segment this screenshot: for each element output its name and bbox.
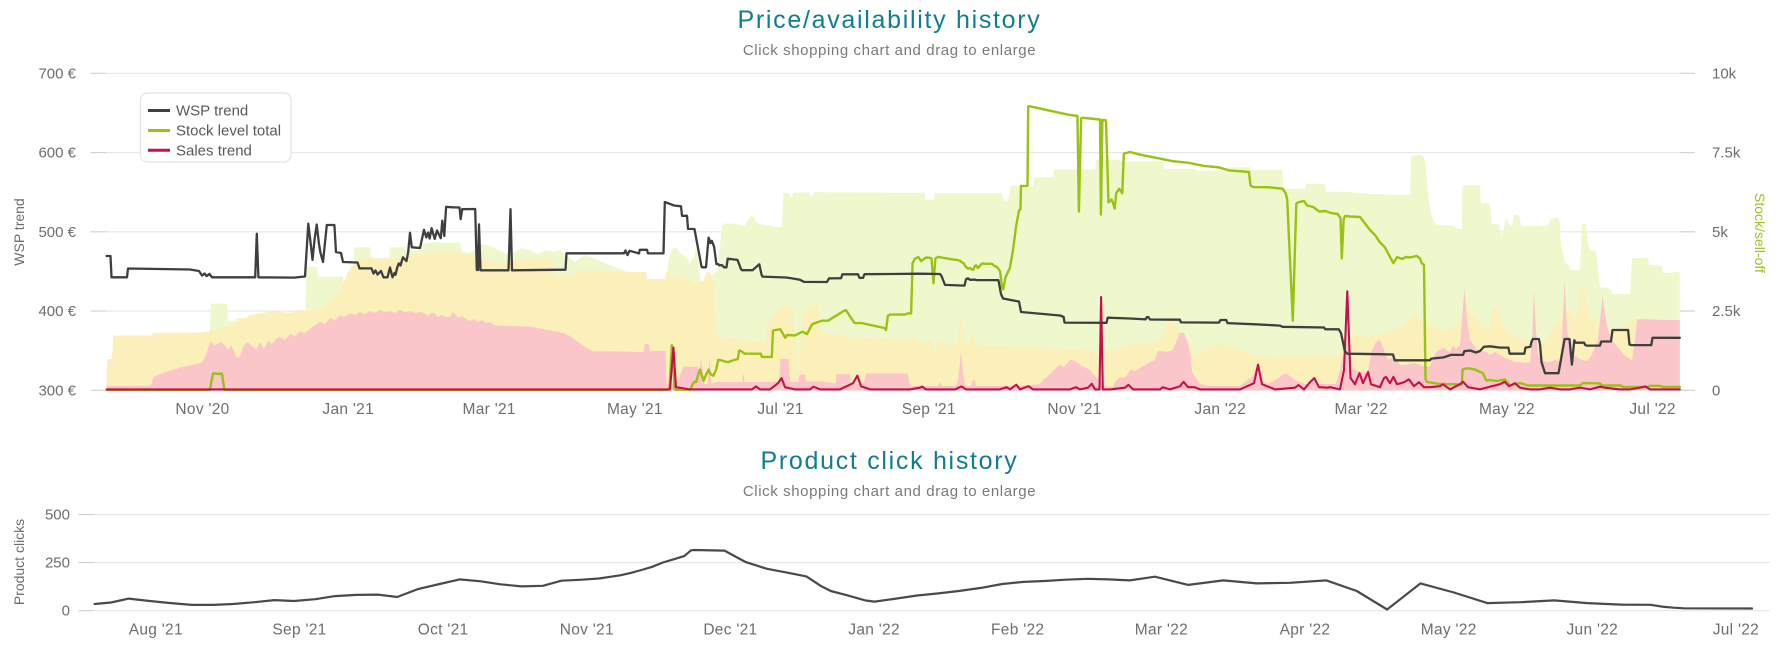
svg-text:Nov '21: Nov '21	[1047, 401, 1101, 418]
svg-text:Apr '22: Apr '22	[1280, 622, 1331, 639]
svg-text:Click shopping chart and drag: Click shopping chart and drag to enlarge	[743, 42, 1036, 59]
svg-text:Price/availability history: Price/availability history	[737, 6, 1041, 34]
svg-text:Nov '21: Nov '21	[560, 622, 614, 639]
svg-text:5k: 5k	[1712, 224, 1728, 241]
svg-text:May '22: May '22	[1479, 401, 1535, 418]
svg-text:Sep '21: Sep '21	[902, 401, 956, 418]
svg-text:Mar '22: Mar '22	[1335, 401, 1388, 418]
svg-text:600 €: 600 €	[38, 145, 76, 162]
svg-text:Jun '22: Jun '22	[1566, 622, 1618, 639]
svg-text:Aug '21: Aug '21	[129, 622, 183, 639]
svg-text:Mar '22: Mar '22	[1135, 622, 1188, 639]
svg-text:Nov '20: Nov '20	[175, 401, 229, 418]
svg-text:Jul '22: Jul '22	[1629, 401, 1675, 418]
svg-text:May '22: May '22	[1421, 622, 1477, 639]
svg-text:Mar '21: Mar '21	[463, 401, 516, 418]
svg-text:250: 250	[45, 555, 70, 572]
svg-text:WSP trend: WSP trend	[176, 103, 248, 120]
svg-text:Sep '21: Sep '21	[272, 622, 326, 639]
svg-text:0: 0	[62, 603, 70, 620]
svg-text:Jan '21: Jan '21	[322, 401, 374, 418]
svg-text:WSP trend: WSP trend	[11, 198, 27, 265]
svg-text:Feb '22: Feb '22	[991, 622, 1044, 639]
svg-text:400 €: 400 €	[38, 303, 76, 320]
svg-text:700 €: 700 €	[38, 65, 76, 82]
svg-text:Jul '22: Jul '22	[1713, 622, 1759, 639]
svg-text:Jan '22: Jan '22	[848, 622, 900, 639]
svg-text:10k: 10k	[1712, 65, 1737, 82]
svg-text:300 €: 300 €	[38, 382, 76, 399]
svg-text:0: 0	[1712, 382, 1720, 399]
svg-text:Stock level total: Stock level total	[176, 123, 281, 140]
svg-text:Product clicks: Product clicks	[11, 519, 27, 605]
svg-text:Sales trend: Sales trend	[176, 142, 252, 159]
svg-text:Product click history: Product click history	[761, 447, 1019, 475]
svg-text:Stock/sell-off: Stock/sell-off	[1752, 193, 1768, 273]
svg-text:Oct '21: Oct '21	[418, 622, 469, 639]
svg-text:Dec '21: Dec '21	[703, 622, 757, 639]
svg-text:Jan '22: Jan '22	[1194, 401, 1246, 418]
svg-text:May '21: May '21	[607, 401, 663, 418]
svg-text:7.5k: 7.5k	[1712, 145, 1741, 162]
svg-text:500 €: 500 €	[38, 224, 76, 241]
svg-text:Click shopping chart and drag: Click shopping chart and drag to enlarge	[743, 483, 1036, 500]
svg-text:Jul '21: Jul '21	[757, 401, 803, 418]
svg-text:500: 500	[45, 507, 70, 524]
svg-text:2.5k: 2.5k	[1712, 303, 1741, 320]
